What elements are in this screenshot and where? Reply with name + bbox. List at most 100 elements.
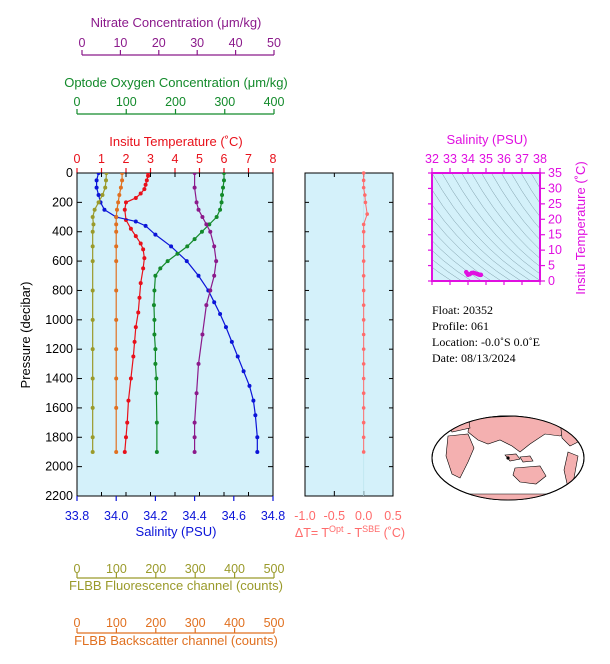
oxygen-point: [153, 361, 158, 366]
ts-temperature-tick-label: 0: [548, 274, 555, 288]
oxygen-point: [185, 244, 190, 249]
salinity-point: [223, 325, 228, 330]
ts-density-contour: [471, 173, 540, 259]
ts-salinity-tick-label: 35: [479, 152, 493, 166]
oxygen-point: [175, 251, 180, 256]
nitrate-tick-label: 20: [152, 36, 166, 50]
nitrate-tick-label: 40: [229, 36, 243, 50]
nitrate-point: [212, 244, 217, 249]
delta-t-tick-label: -0.5: [324, 509, 346, 523]
salinity-point: [218, 311, 223, 316]
salinity-point: [96, 173, 101, 175]
backscatter-point: [114, 207, 119, 212]
delta-t-point: [361, 362, 366, 366]
temperature-point: [128, 376, 133, 381]
backscatter-point: [117, 193, 122, 198]
salinity-point: [212, 300, 217, 305]
location: Location: -0.0˚S 0.0˚E: [432, 335, 540, 349]
salinity-point: [253, 413, 258, 418]
fluorescence-point: [96, 200, 101, 205]
salinity-axis-label: Salinity (PSU): [136, 524, 217, 539]
nitrate-axis-label: Nitrate Concentration (μm/kg): [91, 15, 262, 30]
fluorescence-tick-label: 400: [224, 562, 245, 576]
temperature-tick-label: 1: [98, 152, 105, 166]
oxygen-tick-label: 0: [74, 95, 81, 109]
profile-series: [90, 173, 260, 454]
nitrate-point: [208, 229, 213, 234]
ts-density-contour: [432, 250, 472, 281]
ts-temperature-tick-label: 5: [548, 259, 555, 273]
fluorescence-point: [90, 405, 95, 410]
temperature-point: [132, 339, 137, 344]
temperature-point: [138, 191, 143, 196]
oxygen-point: [222, 178, 226, 183]
fluorescence-point: [90, 244, 95, 249]
fluorescence-tick-label: 0: [74, 562, 81, 576]
oxygen-point: [152, 332, 157, 337]
ts-temperature-tick-label: 25: [548, 197, 562, 211]
oxygen-point: [207, 222, 212, 227]
ts-density-contour: [432, 266, 452, 281]
delta-t-point: [361, 222, 366, 227]
oxygen-point: [154, 449, 159, 454]
backscatter-point: [114, 288, 119, 293]
fluorescence-axis: FLBB Fluorescence channel (counts) 0 100 2…: [69, 562, 284, 593]
backscatter-point: [114, 347, 119, 352]
fluorescence-point: [104, 173, 109, 175]
temperature-point: [142, 256, 147, 261]
temperature-tick-label: 3: [147, 152, 154, 166]
nitrate-tick-label: 30: [190, 36, 204, 50]
pressure-tick-label: 600: [52, 254, 73, 268]
salinity-axis: Salinity (PSU) 33.8 34.0 34.2 34.4 34.6 34.8: [65, 496, 285, 539]
ts-density-contour: [432, 204, 512, 281]
ts-density-contour: [481, 173, 540, 250]
oxygen-point: [158, 266, 163, 271]
pressure-tick-label: 0: [66, 166, 73, 180]
fluorescence-point: [90, 317, 95, 322]
temperature-point: [138, 281, 143, 286]
pressure-tick-label: 1800: [45, 430, 73, 444]
delta-t-point: [361, 178, 366, 183]
delta-t-point: [361, 185, 366, 190]
temperature-point: [131, 354, 136, 359]
ts-points: [464, 269, 484, 278]
temperature-axis-label: Insitu Temperature (˚C): [109, 134, 242, 149]
delta-t-point: [361, 259, 366, 263]
backscatter-tick-label: 300: [185, 616, 206, 630]
ts-temperature-tick-label: 20: [548, 212, 562, 226]
temperature-tick-label: 5: [196, 152, 203, 166]
pressure-tick-label: 1600: [45, 401, 73, 415]
delta-t-point: [361, 273, 366, 278]
delta-t-point: [361, 391, 366, 396]
temperature-point: [133, 195, 138, 200]
backscatter-point: [118, 185, 123, 190]
pressure-axis: Pressure (decibar) 0 200 400 600 800 1000 1200…: [18, 166, 73, 503]
nitrate-axis: Nitrate Concentration (μm/kg) 0 10 20 30 40 5…: [79, 15, 281, 56]
delta-t-point: [363, 200, 368, 205]
oxygen-tick-label: 400: [264, 95, 285, 109]
temperature-point: [138, 241, 143, 246]
oxygen-point: [152, 288, 157, 293]
delta-t-point: [361, 347, 366, 351]
delta-t-point: [361, 171, 366, 175]
backscatter-point: [114, 405, 119, 410]
fluorescence-point: [90, 435, 95, 440]
temperature-tick-label: 6: [221, 152, 228, 166]
temperature-point: [142, 187, 147, 192]
ts-density-contour: [432, 258, 462, 281]
ts-density-contour: [501, 173, 540, 230]
fluorescence-point: [90, 347, 95, 352]
backscatter-point: [114, 317, 119, 322]
ts-salinity-tick-label: 38: [533, 152, 547, 166]
backscatter-tick-label: 200: [145, 616, 166, 630]
salinity-tick-label: 34.2: [143, 509, 167, 523]
float-location-marker: [506, 456, 510, 460]
nitrate-point: [192, 173, 197, 175]
ts-salinity-tick-label: 34: [461, 152, 475, 166]
temperature-point: [144, 178, 149, 183]
float-info: Float: 20352 Profile: 061 Location: -0.0…: [432, 303, 540, 365]
oxygen-point: [199, 229, 204, 234]
backscatter-axis: FLBB Backscatter channel (counts) 0 100 20…: [74, 616, 285, 648]
ts-density-contour: [432, 173, 532, 281]
temperature-point: [133, 234, 138, 239]
